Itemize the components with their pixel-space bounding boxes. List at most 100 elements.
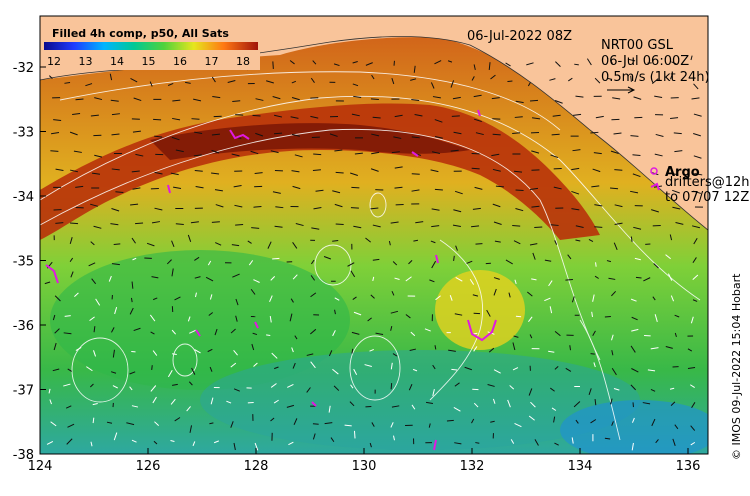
current-vector <box>291 170 300 173</box>
current-vector <box>529 334 533 339</box>
current-vector <box>434 60 442 65</box>
current-vector <box>151 276 159 279</box>
current-vector <box>329 133 338 137</box>
current-vector <box>552 114 561 117</box>
current-vector <box>669 387 675 390</box>
current-vector <box>408 383 413 391</box>
current-vector <box>89 383 94 388</box>
current-vector <box>372 224 381 228</box>
current-vector <box>353 311 362 316</box>
current-vector <box>291 347 294 353</box>
current-vector <box>332 368 339 375</box>
current-vector <box>671 61 677 65</box>
current-vector <box>171 329 177 335</box>
current-vector <box>108 275 112 282</box>
current-vector <box>693 190 702 194</box>
argo-marker-icon <box>650 167 658 175</box>
current-vector <box>109 73 113 81</box>
current-vector <box>46 440 54 445</box>
current-vector <box>150 385 157 392</box>
current-vector <box>493 288 497 296</box>
current-vector <box>608 277 616 280</box>
current-vector <box>631 368 639 373</box>
current-vector <box>267 241 272 249</box>
current-vector <box>211 76 216 83</box>
current-vector <box>508 292 511 298</box>
current-vector <box>365 237 371 243</box>
current-vector <box>588 388 592 396</box>
current-vector <box>111 208 120 212</box>
current-vector <box>405 276 412 282</box>
warm-patch <box>435 270 525 350</box>
current-vector <box>310 275 316 281</box>
current-vector <box>527 291 533 297</box>
current-vector <box>595 262 597 267</box>
current-vector <box>371 422 375 427</box>
datetime-label: 06-Jul-2022 08Z <box>467 29 572 44</box>
current-vector <box>290 298 294 303</box>
current-vector <box>333 63 340 67</box>
current-vector <box>328 350 333 357</box>
current-vector <box>235 298 239 306</box>
current-vector <box>74 292 79 297</box>
current-vector <box>454 313 463 316</box>
scale-arrow-icon <box>607 86 636 94</box>
current-vector <box>131 439 137 443</box>
current-vector <box>674 150 683 153</box>
current-vector <box>672 438 676 446</box>
current-vector <box>286 404 295 408</box>
current-vector <box>370 98 379 100</box>
current-vector <box>231 153 240 157</box>
current-vector <box>651 418 656 427</box>
current-vector <box>193 98 202 102</box>
current-vector <box>494 240 501 243</box>
current-vector <box>152 396 157 404</box>
current-vector <box>432 364 436 370</box>
current-vector <box>91 172 101 175</box>
current-vector <box>410 78 417 81</box>
current-vector <box>332 330 336 337</box>
current-vector <box>611 350 614 356</box>
current-vector <box>606 260 612 263</box>
current-vector <box>613 242 618 251</box>
current-vector <box>633 226 642 230</box>
current-vector <box>172 99 181 102</box>
current-vector <box>492 168 501 172</box>
current-vector <box>434 119 443 123</box>
current-vector <box>471 167 480 170</box>
current-vector <box>590 419 597 424</box>
current-vector <box>613 387 620 391</box>
current-vector <box>295 223 304 227</box>
current-vector <box>391 405 400 408</box>
current-vector <box>252 332 258 336</box>
current-vector <box>310 259 315 265</box>
current-vector <box>274 366 279 370</box>
current-vector <box>85 83 93 87</box>
current-vector <box>270 383 277 388</box>
current-vector <box>631 442 634 451</box>
current-vector <box>172 353 177 356</box>
current-vector <box>234 204 243 208</box>
current-vector <box>152 350 158 356</box>
current-vector <box>515 189 524 191</box>
current-vector <box>670 172 679 176</box>
current-vector <box>272 96 281 100</box>
current-vector <box>272 61 274 69</box>
current-vector <box>394 277 400 280</box>
current-vector <box>414 114 423 117</box>
current-vector <box>473 346 478 352</box>
current-vector <box>332 190 341 194</box>
current-vector <box>313 153 322 156</box>
current-vector <box>475 442 480 444</box>
current-vector <box>172 117 181 121</box>
current-vector <box>289 313 293 322</box>
current-vector <box>306 387 311 393</box>
current-vector <box>528 415 535 421</box>
current-vector <box>64 315 71 317</box>
current-vector <box>187 316 191 322</box>
current-vector <box>571 208 580 211</box>
current-vector <box>89 316 95 321</box>
current-vector <box>595 115 604 119</box>
current-vector <box>435 295 441 301</box>
current-vector <box>293 418 298 425</box>
